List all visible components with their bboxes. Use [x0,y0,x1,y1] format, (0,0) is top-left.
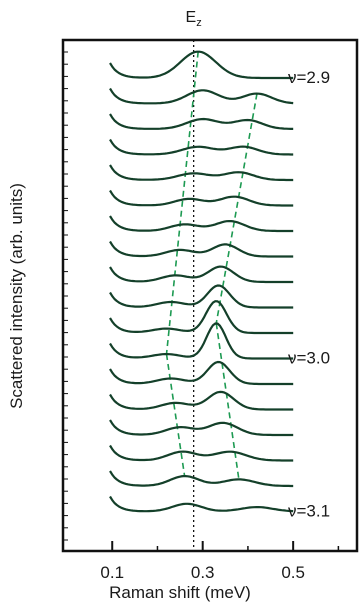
plot-frame [61,38,359,553]
filling-factor-label: ν=3.1 [288,502,330,521]
x-tick-label: 0.5 [281,563,305,582]
peak-guide-line [215,93,258,324]
axes [61,38,359,553]
x-tick-label: 0.3 [191,563,215,582]
spectrum-trace [109,470,294,488]
spectrum-trace [109,284,294,309]
left-minor-ticks [63,51,68,541]
guide-lines [165,51,258,480]
spectrum-trace [109,87,294,105]
spectrum-trace [109,444,294,462]
spectra-traces [109,50,294,513]
spectrum-trace [109,419,294,437]
spectrum-trace [109,50,294,80]
spectrum-trace [109,495,294,513]
x-axis-title: Raman shift (meV) [109,583,251,602]
spectrum-trace [109,240,294,258]
spectrum-trace [109,390,294,411]
peak-guide-line [165,353,186,477]
spectrum-trace [109,300,294,335]
spectrum-trace [109,322,294,360]
spectrum-trace [109,189,294,207]
peak-guide-line [165,51,199,355]
filling-factor-label: ν=3.0 [288,349,330,368]
filling-factor-annotations: ν=2.9 ν=3.0 ν=3.1 [288,68,330,521]
spectrum-trace [109,265,294,284]
spectrum-trace [109,138,294,156]
spectrum-trace [109,164,294,182]
x-axis-ticks: 0.1 0.3 0.5 [100,541,340,582]
spectrum-trace [109,215,294,233]
x-tick-label: 0.1 [100,563,124,582]
filling-factor-label: ν=2.9 [288,68,330,87]
ez-label: Ez [186,9,202,29]
spectrum-trace [109,360,294,386]
peak-guide-line [215,323,240,480]
spectrum-trace [109,113,294,130]
y-axis-title: Scattered intensity (arb. units) [7,183,26,409]
reference-line-group: Ez [186,9,202,551]
